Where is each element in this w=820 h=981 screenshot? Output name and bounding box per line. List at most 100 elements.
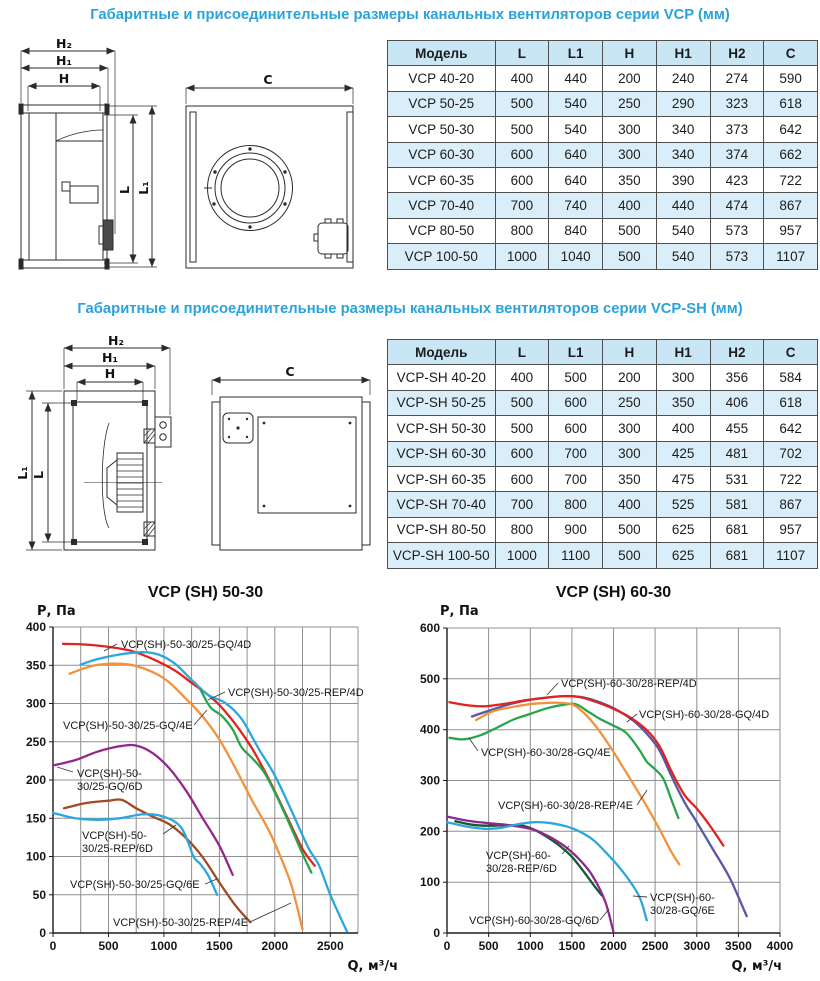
value-cell: 340 xyxy=(655,116,711,143)
value-cell: 323 xyxy=(709,90,765,118)
y-tick-label: 0 xyxy=(433,926,440,940)
column-header: H1 xyxy=(655,39,711,67)
curve-VCP(SH)-50-30/25-REP/4E xyxy=(68,662,304,931)
table-row: VCP 70-40 700 740 400 440 474 867 xyxy=(387,192,818,219)
table-row: VCP-SH 70-40 700 800 400 525 581 867 xyxy=(387,491,818,518)
value-cell: 722 xyxy=(763,465,818,493)
value-cell: 356 xyxy=(709,364,765,391)
column-header: H2 xyxy=(709,338,765,366)
value-cell: 800 xyxy=(494,217,550,245)
dim-label-h2: H₂ xyxy=(108,333,124,348)
value-cell: 525 xyxy=(655,491,711,518)
value-cell: 600 xyxy=(494,440,550,467)
value-cell: 531 xyxy=(709,465,765,493)
value-cell: 1100 xyxy=(548,542,603,569)
curve-VCP(SH)-50-30/25-GQ/4E xyxy=(199,688,313,874)
value-cell: 440 xyxy=(548,65,603,92)
vcp-dimension-drawing: H₂ H₁ H C L L₁ xyxy=(18,38,354,270)
value-cell: 600 xyxy=(494,141,550,168)
value-cell: 540 xyxy=(548,90,603,118)
x-tick-label: 0 xyxy=(50,939,57,953)
value-cell: 840 xyxy=(548,217,603,245)
table-row: VCP-SH 40-20 400 500 200 300 356 584 xyxy=(387,364,818,391)
curve-VCP(SH)-50-30/25-GQ/6D xyxy=(51,743,234,877)
value-cell: 481 xyxy=(709,440,765,467)
section-title-vcp: Габаритные и присоединительные размеры к… xyxy=(90,7,730,23)
column-header: C xyxy=(763,338,818,366)
value-cell: 540 xyxy=(655,243,711,270)
curve-label: VCP(SH)-60-30/28-REP/4E xyxy=(498,800,633,812)
value-cell: 957 xyxy=(763,516,818,544)
vcp-sh-dimensions-table: Модель L L1 H H1 H2 C VCP-SH 40-20 400 500 200 300 3… xyxy=(387,338,818,569)
tick-labels: 0 500 1000 1500 2000 2500 0 50 100 150 200 250 300 35… xyxy=(26,620,344,953)
table-row: VCP 60-30 600 640 300 340 374 662 xyxy=(387,141,818,168)
annotation-leader xyxy=(249,902,292,923)
annotation-leader xyxy=(204,878,218,885)
value-cell: 475 xyxy=(655,465,711,493)
value-cell: 250 xyxy=(602,90,657,118)
value-cell: 474 xyxy=(709,192,765,219)
value-cell: 900 xyxy=(548,516,603,544)
value-cell: 500 xyxy=(548,364,603,391)
fan-front-view xyxy=(185,105,354,269)
flange-bolt-dots xyxy=(212,147,287,229)
y-tick-label: 50 xyxy=(33,888,47,902)
curve-VCP(SH)-50-30/25-REP/6D xyxy=(62,798,252,924)
y-tick-label: 400 xyxy=(26,620,46,634)
value-cell: 600 xyxy=(548,389,603,417)
value-cell: 390 xyxy=(655,166,711,194)
value-cell: 300 xyxy=(602,440,657,467)
model-cell: VCP 60-30 xyxy=(387,141,496,168)
annotation-leader xyxy=(626,713,638,723)
x-tick-label: 2000 xyxy=(600,939,627,953)
column-header: H2 xyxy=(709,39,765,67)
x-tick-label: 3000 xyxy=(683,939,710,953)
value-cell: 500 xyxy=(602,243,657,270)
table-row: VCP-SH 100-50 1000 1100 500 625 681 1107 xyxy=(387,542,818,569)
column-header: H1 xyxy=(655,338,711,366)
model-cell: VCP 40-20 xyxy=(387,65,496,92)
value-cell: 867 xyxy=(763,192,818,219)
value-cell: 200 xyxy=(602,65,657,92)
column-header: L1 xyxy=(548,338,603,366)
value-cell: 400 xyxy=(494,65,550,92)
annotation-leader xyxy=(546,682,559,696)
value-cell: 662 xyxy=(763,141,818,168)
dim-label-h1: H₁ xyxy=(56,53,72,68)
value-cell: 290 xyxy=(655,90,711,118)
value-cell: 573 xyxy=(709,217,765,245)
extension-lines xyxy=(20,51,354,268)
y-tick-label: 500 xyxy=(420,672,440,686)
value-cell: 406 xyxy=(709,389,765,417)
column-header: L1 xyxy=(548,39,603,67)
column-header: Модель xyxy=(387,338,496,366)
annotation-leader xyxy=(632,895,648,898)
value-cell: 800 xyxy=(548,491,603,518)
model-cell: VCP 80-50 xyxy=(387,217,496,245)
annotation-leader xyxy=(103,643,118,652)
curve-label: VCP(SH)-60-30/28-GQ/6E xyxy=(650,892,715,917)
dim-label-h2: H₂ xyxy=(56,38,72,51)
value-cell: 440 xyxy=(655,192,711,219)
value-cell: 590 xyxy=(763,65,818,92)
curve-VCP(SH)-60-30/28-GQ/4E xyxy=(448,702,680,820)
value-cell: 500 xyxy=(494,389,550,417)
value-cell: 374 xyxy=(709,141,765,168)
value-cell: 618 xyxy=(763,389,818,417)
dim-label-l: L xyxy=(117,186,132,194)
column-header: L xyxy=(494,39,550,67)
performance-chart-vcp-sh-50-30: 0 500 1000 1500 2000 2500 0 50 100 150 200 250 300 35… xyxy=(26,584,398,974)
y-tick-label: 100 xyxy=(26,850,46,864)
value-cell: 423 xyxy=(709,166,765,194)
model-cell: VCP 50-25 xyxy=(387,90,496,118)
dim-label-c: C xyxy=(285,364,294,379)
curve-label: VCP(SH)-50-30/25-REP/4D xyxy=(228,687,364,699)
value-cell: 700 xyxy=(494,491,550,518)
value-cell: 300 xyxy=(602,415,657,442)
column-header: Модель xyxy=(387,39,496,67)
y-tick-label: 250 xyxy=(26,735,46,749)
value-cell: 500 xyxy=(602,516,657,544)
value-cell: 350 xyxy=(602,465,657,493)
vcp-sh-dimension-drawing: H₂ H₁ H C L₁ L xyxy=(15,333,371,551)
fan-side-view xyxy=(18,103,114,270)
